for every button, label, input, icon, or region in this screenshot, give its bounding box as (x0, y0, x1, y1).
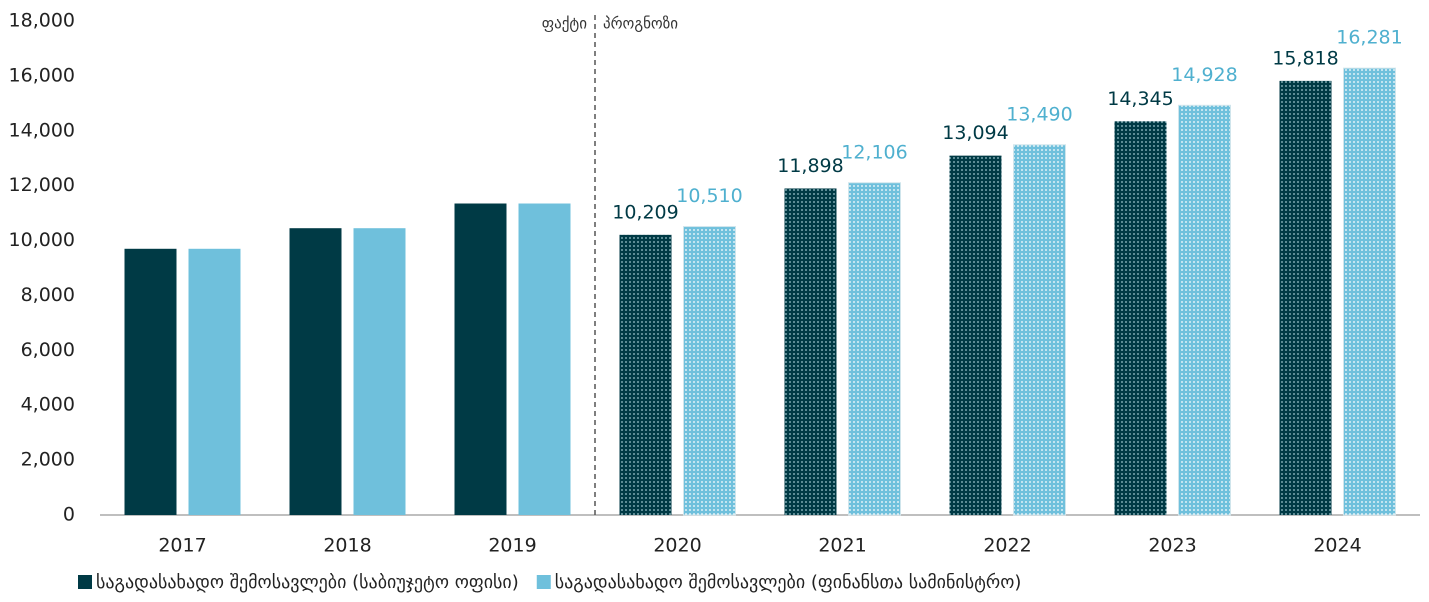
legend-label: საგადასახადო შემოსავლები (საბიუჯეტო ოფის… (96, 572, 519, 593)
y-tick-label: 8,000 (21, 284, 75, 306)
bar (124, 248, 177, 516)
bar (188, 248, 241, 516)
data-label: 10,510 (676, 185, 742, 207)
data-label: 15,818 (1272, 47, 1338, 69)
y-tick-label: 6,000 (21, 339, 75, 361)
data-label: 16,281 (1336, 27, 1402, 49)
bar (784, 188, 837, 515)
y-tick-label: 16,000 (9, 64, 75, 86)
bar (1279, 80, 1332, 515)
x-tick-label: 2021 (818, 535, 866, 557)
data-label: 13,094 (942, 122, 1008, 144)
y-tick-label: 2,000 (21, 449, 75, 471)
legend-swatch (536, 575, 551, 589)
data-label: 14,345 (1107, 88, 1173, 110)
y-tick-label: 4,000 (21, 394, 75, 416)
data-label: 10,209 (612, 201, 678, 223)
bar (1013, 144, 1066, 516)
bar (1343, 67, 1396, 516)
bar (1178, 104, 1231, 516)
bar (619, 234, 672, 515)
bar (949, 155, 1002, 515)
bar (518, 203, 571, 515)
bar (683, 226, 736, 516)
x-tick-label: 2023 (1148, 535, 1196, 557)
y-tick-label: 14,000 (9, 119, 75, 141)
bar (353, 228, 406, 515)
data-label: 13,490 (1006, 103, 1072, 125)
y-tick-label: 12,000 (9, 174, 75, 196)
data-label: 12,106 (841, 141, 907, 163)
x-tick-label: 2020 (653, 535, 701, 557)
bar (454, 203, 507, 515)
legend-label: საგადასახადო შემოსავლები (ფინანსთა სამინ… (555, 572, 1022, 593)
x-tick-label: 2019 (488, 535, 536, 557)
x-tick-label: 2024 (1313, 535, 1361, 557)
legend-swatch (78, 575, 92, 589)
x-tick-label: 2017 (158, 535, 206, 557)
y-tick-label: 0 (63, 504, 75, 526)
y-tick-label: 18,000 (9, 10, 75, 32)
bar (289, 228, 342, 515)
x-tick-label: 2018 (323, 535, 371, 557)
x-tick-label: 2022 (983, 535, 1031, 557)
bar (848, 182, 901, 516)
bar (1114, 121, 1167, 515)
annotation: ფაქტი (542, 15, 588, 33)
y-tick-label: 10,000 (9, 229, 75, 251)
data-label: 14,928 (1171, 64, 1237, 86)
data-label: 11,898 (777, 155, 843, 177)
annotation: პროგნოზი (603, 15, 678, 33)
